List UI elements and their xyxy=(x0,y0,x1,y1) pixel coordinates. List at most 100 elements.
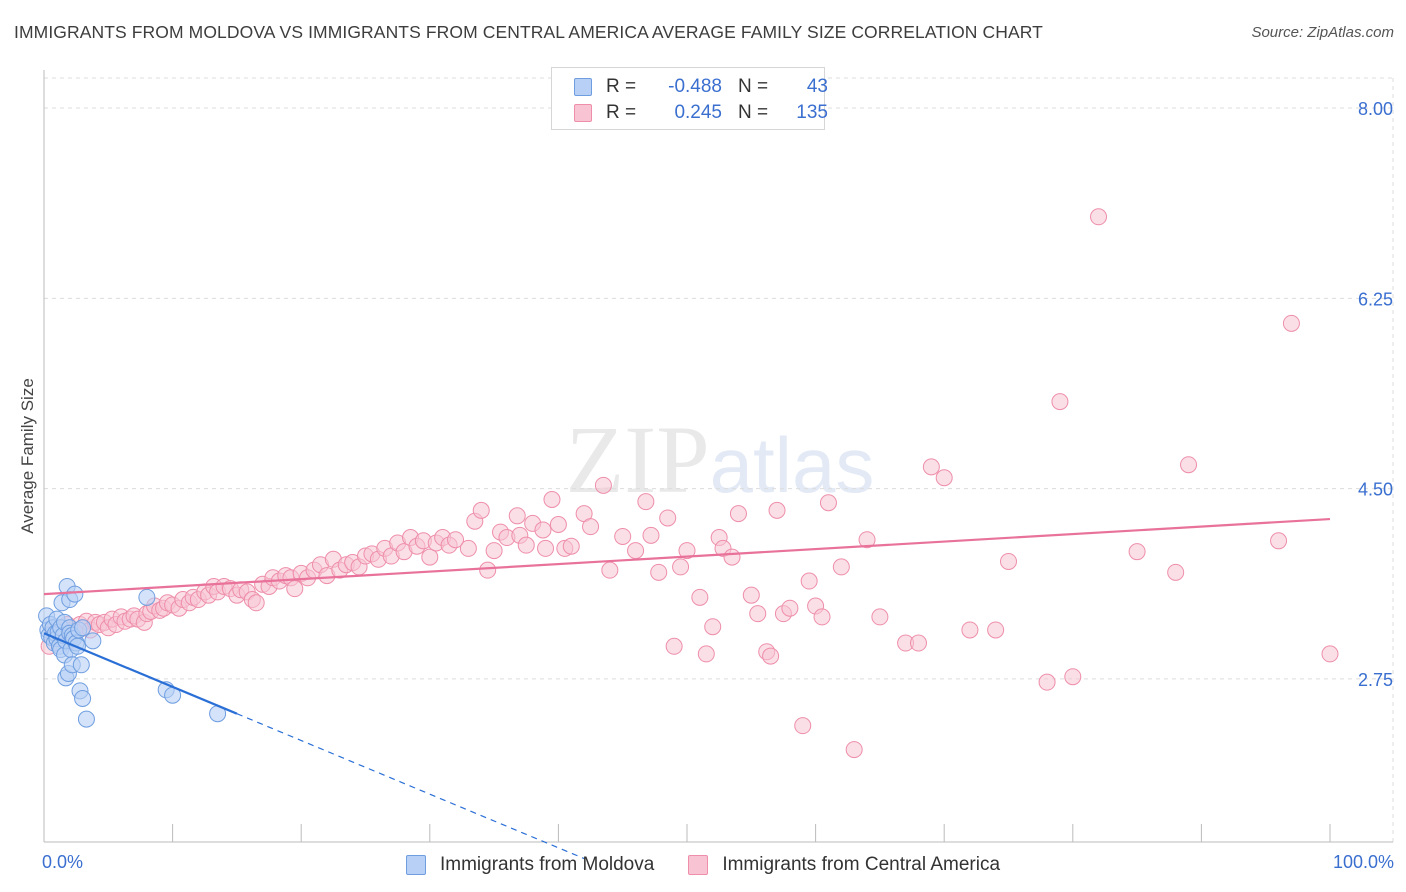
legend-item-central-america[interactable]: Immigrants from Central America xyxy=(688,854,1000,876)
y-tick-labels: 2.75 4.50 6.25 8.00 xyxy=(1358,99,1393,690)
watermark: ZIPatlas xyxy=(566,406,875,513)
data-point-central-america xyxy=(659,509,677,527)
watermark-zip: ZIP xyxy=(566,406,710,513)
data-point-central-america xyxy=(508,507,526,525)
data-point-central-america xyxy=(845,741,863,759)
moldova-swatch xyxy=(405,855,426,875)
r-label: R = xyxy=(606,76,637,97)
data-point-central-america xyxy=(549,516,567,534)
data-point-central-america xyxy=(517,536,535,554)
central-america-swatch xyxy=(574,104,592,122)
data-point-central-america xyxy=(1090,208,1108,226)
data-point-central-america xyxy=(601,561,619,579)
data-point-moldova xyxy=(77,710,95,728)
data-point-central-america xyxy=(537,539,555,557)
legend-row-moldova: R = -0.488 N = 43 xyxy=(574,75,828,99)
data-point-central-america xyxy=(871,608,889,626)
data-point-central-america xyxy=(697,645,715,663)
data-point-central-america xyxy=(286,580,304,598)
data-point-central-america xyxy=(650,563,668,581)
data-point-central-america xyxy=(582,518,600,536)
data-point-central-america xyxy=(1064,668,1082,686)
data-point-central-america xyxy=(459,539,477,557)
data-point-central-america xyxy=(627,542,645,560)
data-point-central-america xyxy=(691,588,709,606)
central-america-swatch xyxy=(688,855,709,875)
data-point-central-america xyxy=(723,548,741,566)
y-tick-label: 6.25 xyxy=(1358,289,1393,309)
data-point-central-america xyxy=(447,531,465,549)
data-point-central-america xyxy=(1051,393,1069,411)
data-point-central-america xyxy=(762,647,780,665)
data-point-central-america xyxy=(749,605,767,623)
n-label: N = xyxy=(738,102,769,123)
data-point-central-america xyxy=(672,558,690,576)
data-point-central-america xyxy=(922,458,940,476)
legend-label-moldova: Immigrants from Moldova xyxy=(439,854,655,875)
data-point-central-america xyxy=(742,586,760,604)
data-point-central-america xyxy=(909,634,927,652)
data-point-central-america xyxy=(247,594,265,612)
legend-label-central-america: Immigrants from Central America xyxy=(722,854,1001,875)
watermark-atlas: atlas xyxy=(710,421,875,509)
correlation-legend: R = -0.488 N = 43 R = 0.245 N = 135 xyxy=(551,67,828,130)
moldova-swatch xyxy=(574,78,592,96)
data-point-central-america xyxy=(642,526,660,544)
trend-line-moldova xyxy=(43,632,238,715)
y-tick-label: 8.00 xyxy=(1358,99,1393,119)
data-point-moldova xyxy=(66,585,84,603)
data-point-central-america xyxy=(1000,552,1017,570)
trend-lines xyxy=(43,517,1331,860)
data-point-central-america xyxy=(534,521,552,539)
trend-line-central-america xyxy=(43,517,1331,596)
data-point-central-america xyxy=(421,548,439,566)
data-point-central-america xyxy=(794,717,812,735)
data-point-central-america xyxy=(987,621,1005,639)
data-point-central-america xyxy=(678,542,696,560)
data-point-central-america xyxy=(479,561,497,579)
data-point-central-america xyxy=(813,608,831,626)
source-credit: Source: ZipAtlas.com xyxy=(1251,24,1394,41)
data-point-moldova xyxy=(74,619,92,637)
axes xyxy=(43,70,1393,843)
data-point-moldova xyxy=(84,632,102,650)
data-point-central-america xyxy=(935,469,953,487)
data-point-central-america xyxy=(562,537,580,555)
data-point-central-america xyxy=(961,621,979,639)
data-point-central-america xyxy=(858,531,876,549)
series-central-america xyxy=(40,208,1339,759)
data-point-central-america xyxy=(1038,673,1056,691)
data-point-moldova xyxy=(138,588,156,606)
data-point-central-america xyxy=(637,493,655,511)
n-value: 43 xyxy=(806,76,828,97)
y-tick-label: 4.50 xyxy=(1358,480,1393,500)
data-point-central-america xyxy=(704,618,722,636)
data-point-central-america xyxy=(485,542,503,560)
n-value: 135 xyxy=(796,102,828,123)
data-point-central-america xyxy=(832,558,850,576)
data-point-central-america xyxy=(1282,314,1300,332)
data-point-central-america xyxy=(665,637,683,655)
data-point-central-america xyxy=(614,527,632,545)
data-point-central-america xyxy=(1270,532,1288,550)
data-point-central-america xyxy=(819,494,837,512)
r-value: -0.488 xyxy=(668,76,722,97)
x-tick-label-min: 0.0% xyxy=(42,852,84,872)
data-point-central-america xyxy=(800,572,818,590)
data-point-central-america xyxy=(768,501,786,519)
data-point-moldova xyxy=(74,689,92,707)
r-label: R = xyxy=(606,102,637,123)
data-point-central-america xyxy=(594,476,612,494)
x-tick-label-max: 100.0% xyxy=(1332,852,1394,872)
n-label: N = xyxy=(738,76,769,97)
y-tick-label: 2.75 xyxy=(1358,670,1393,690)
data-point-central-america xyxy=(729,505,747,523)
data-point-central-america xyxy=(543,490,561,508)
legend-item-moldova[interactable]: Immigrants from Moldova xyxy=(405,854,655,876)
trend-line-moldova-extension xyxy=(236,713,585,860)
data-point-central-america xyxy=(1128,543,1146,561)
data-point-central-america xyxy=(1167,563,1185,581)
data-point-central-america xyxy=(1180,456,1198,474)
series-legend: Immigrants from Moldova Immigrants from … xyxy=(0,852,1406,878)
